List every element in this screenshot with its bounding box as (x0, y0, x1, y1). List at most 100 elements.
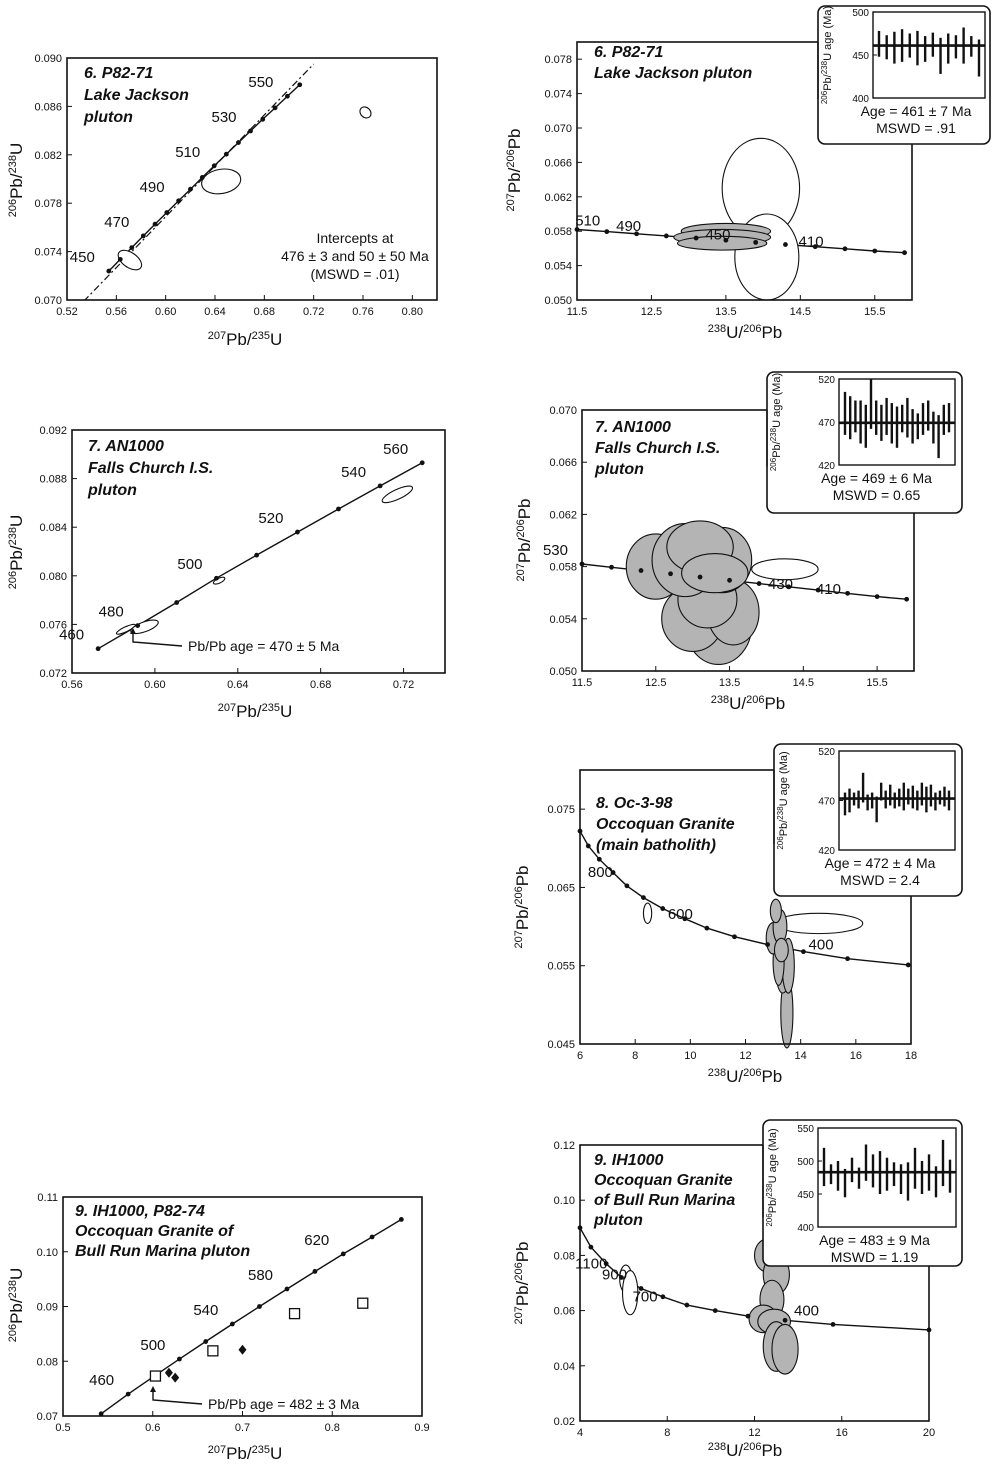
plot-title-line: 6. P82-71 (594, 44, 663, 61)
y-tick-label: 0.04 (554, 1361, 575, 1373)
concordia-age-dot (812, 244, 818, 250)
annotation-arrow (152, 1390, 203, 1405)
x-tick-label: 11.5 (572, 677, 593, 689)
y-tick-label: 0.058 (544, 226, 572, 238)
concordia-age-dot (663, 233, 669, 239)
isotope-mass-number: 235 (252, 1444, 270, 1456)
age-inset-p9R: 400 450 500 550 206Pb/238U age (Ma) Age = 483… (762, 1119, 963, 1267)
data-square (149, 1370, 162, 1382)
y-tick-label: 0.062 (549, 509, 577, 521)
concordia-age-dot (596, 856, 602, 862)
concordia-age-dot (98, 1411, 104, 1417)
isotope-symbol: Pb (761, 323, 782, 342)
inset-stat-line: Age = 469 ± 6 Ma (821, 470, 932, 486)
error-ellipse-open (359, 106, 372, 119)
x-tick-label: 15.5 (866, 677, 887, 689)
x-tick-label: 14 (795, 1050, 807, 1062)
concordia-age-dot (214, 575, 219, 581)
plot-title-line: Occoquan Granite (596, 816, 735, 833)
concordia-age-label: 470 (104, 214, 129, 231)
concordia-age-label: 460 (89, 1372, 114, 1389)
plot-title-line: 7. AN1000 (595, 419, 671, 436)
concordia-age-dot (756, 581, 762, 586)
concordia-age-dot (782, 1317, 788, 1323)
x-tick-label: 8 (664, 1427, 670, 1439)
concordia-age-dot (588, 1244, 594, 1250)
isotope-mass-number: 238 (708, 1441, 726, 1453)
concordia-age-dot (260, 116, 266, 122)
concordia-age-dot (188, 186, 193, 192)
error-ellipse-open (751, 558, 819, 581)
concordia-age-dot (284, 1286, 290, 1292)
concordia-age-label: 410 (799, 233, 824, 250)
plot-frame (66, 57, 438, 301)
plot-title-line: (main batholith) (596, 837, 716, 854)
error-ellipse-open (117, 249, 143, 271)
isotope-mass-number: 238 (708, 323, 726, 335)
isotope-symbol: U (270, 330, 282, 349)
isotope-mass-number: 238 (708, 1067, 726, 1079)
isotope-mass-number: 206 (746, 694, 764, 706)
isotope-mass-number: 207 (218, 702, 236, 714)
isotope-mass-number: 207 (505, 193, 517, 211)
plot-annotation: Intercepts at (316, 230, 393, 246)
concordia-age-label: 400 (809, 937, 834, 954)
isotope-mass-number: 206 (7, 199, 19, 217)
y-tick-label: 0.072 (39, 668, 67, 680)
plot-title-line: Falls Church I.S. (88, 460, 213, 477)
isotope-symbol: Pb (761, 1441, 782, 1460)
isotope-mass-number: 206 (743, 1067, 761, 1079)
plot-title-line: 9. IH1000, P82-74 (75, 1203, 205, 1220)
concordia-age-dot (638, 568, 644, 573)
inset-stat-line: Age = 483 ± 9 Ma (819, 1232, 930, 1248)
isotope-symbol: U/ (726, 1441, 743, 1460)
concordia-age-dot (284, 93, 290, 99)
y-axis-label: 207Pb/206Pb (505, 128, 524, 211)
inset-y-axis-label: 206Pb/238U age (Ma) (776, 751, 790, 849)
concordia-age-dot (609, 564, 614, 570)
plot-title-line: Occoquan Granite (594, 1172, 733, 1189)
isotope-symbol: U (270, 1444, 282, 1463)
inset-y-tick-label: 470 (818, 418, 835, 429)
chart-panel-p7R: 11.5 12.5 13.5 14.5 15.5 0.050 0.054 0.058 0.062… (515, 371, 963, 713)
concordia-age-dot (905, 962, 911, 968)
isotope-symbol: U/ (726, 1067, 743, 1086)
isotope-mass-number: 206 (513, 886, 525, 904)
x-tick-label: 14.5 (790, 306, 811, 318)
concordia-age-label: 900 (602, 1267, 627, 1284)
concordia-age-dot (783, 242, 788, 247)
inset-label-text: Pb/ (778, 819, 790, 836)
inset-stat-line: MSWD = 0.65 (833, 487, 921, 503)
x-tick-label: 0.56 (106, 306, 127, 318)
concordia-age-dot (248, 128, 253, 134)
x-axis-label: 207Pb/235U (208, 330, 283, 349)
inset-y-tick-label: 550 (797, 1124, 814, 1135)
concordia-age-dot (152, 221, 158, 227)
isotope-mass-number: 206 (769, 457, 778, 471)
plot-annotation: 476 ± 3 and 50 ± 50 Ma (281, 248, 429, 264)
x-tick-label: 0.60 (144, 679, 165, 691)
inset-label-text: U age (Ma) (778, 751, 790, 806)
x-tick-label: 12.5 (641, 306, 662, 318)
y-tick-label: 0.086 (34, 101, 62, 113)
isotope-mass-number: 238 (776, 806, 785, 820)
isotope-symbol: Pb (515, 498, 534, 519)
isotope-mass-number: 238 (711, 694, 729, 706)
isotope-mass-number: 206 (765, 1213, 774, 1227)
y-tick-label: 0.070 (549, 405, 577, 417)
y-tick-label: 0.050 (544, 295, 572, 307)
concordia-age-dot (845, 590, 850, 596)
isotope-mass-number: 235 (262, 702, 280, 714)
y-tick-label: 0.058 (549, 562, 577, 574)
y-tick-label: 0.074 (34, 247, 62, 259)
concordia-age-dot (610, 870, 616, 875)
concordia-age-label: 1100 (575, 1255, 607, 1272)
y-axis-label: 207Pb/206Pb (515, 498, 534, 581)
inset-y-tick-label: 520 (818, 747, 835, 758)
age-inset-p7R: 420 470 520 206Pb/238U age (Ma) Age = 469 ± … (766, 371, 963, 514)
inset-y-tick-label: 500 (797, 1157, 814, 1168)
concordia-age-dot (199, 175, 205, 180)
isotope-mass-number: 206 (7, 571, 19, 589)
x-tick-label: 16 (850, 1050, 862, 1062)
